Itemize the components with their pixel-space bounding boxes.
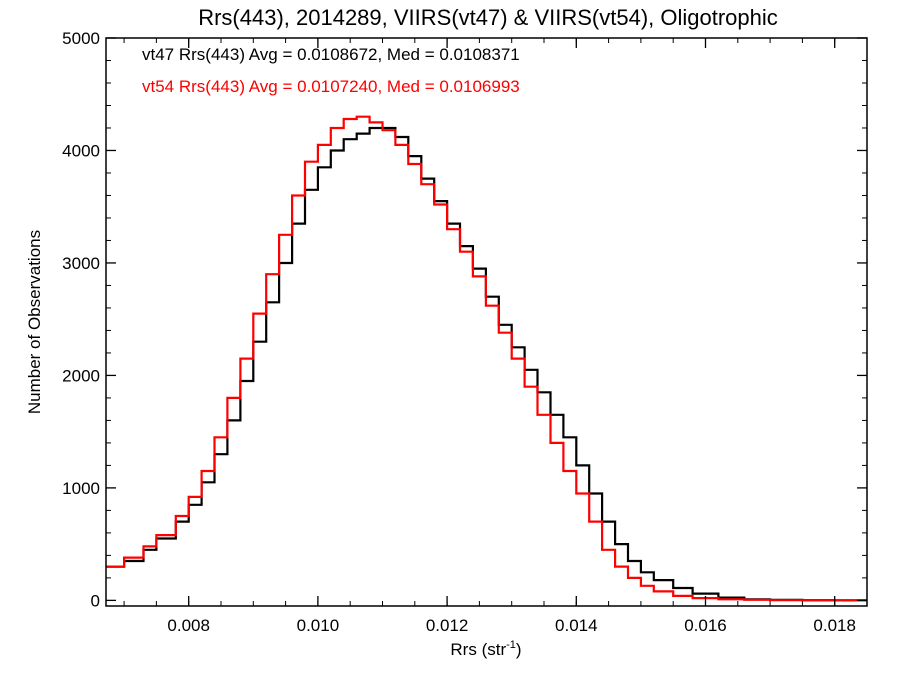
y-tick-label: 0	[91, 591, 100, 610]
y-axis-label: Number of Observations	[25, 230, 44, 414]
y-tick-label: 5000	[62, 29, 100, 48]
x-tick-label: 0.012	[426, 616, 469, 635]
x-tick-label: 0.014	[555, 616, 598, 635]
x-axis-label-sup: -1	[506, 639, 516, 651]
x-axis-label: Rrs (str-1)	[450, 639, 521, 659]
annotation-vt47: vt47 Rrs(443) Avg = 0.0108672, Med = 0.0…	[142, 45, 520, 64]
annotation-vt54: vt54 Rrs(443) Avg = 0.0107240, Med = 0.0…	[142, 77, 520, 96]
series-vt54-line	[106, 115, 867, 602]
plot-area	[106, 115, 867, 602]
y-tick-label: 2000	[62, 366, 100, 385]
x-tick-label: 0.018	[813, 616, 856, 635]
annotations: vt47 Rrs(443) Avg = 0.0108672, Med = 0.0…	[142, 45, 520, 96]
y-tick-label: 1000	[62, 479, 100, 498]
y-tick-label: 3000	[62, 254, 100, 273]
x-tick-label: 0.016	[684, 616, 727, 635]
x-axis-label-end: )	[516, 640, 522, 659]
y-tick-label: 4000	[62, 141, 100, 160]
chart-title: Rrs(443), 2014289, VIIRS(vt47) & VIIRS(v…	[198, 5, 778, 30]
x-axis-label-main: Rrs (str	[450, 640, 506, 659]
plot-frame	[105, 37, 868, 607]
series-vt47-line	[106, 126, 867, 602]
axis-ticks: 0.008 0.010 0.012 0.014 0.016 0.018 0 1000 2000 3…	[62, 29, 867, 635]
x-tick-label: 0.010	[297, 616, 340, 635]
x-tick-label: 0.008	[167, 616, 210, 635]
